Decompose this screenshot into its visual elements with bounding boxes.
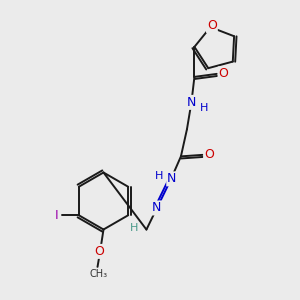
Text: H: H bbox=[200, 103, 208, 113]
Text: N: N bbox=[187, 96, 196, 109]
Text: I: I bbox=[55, 209, 58, 222]
Text: H: H bbox=[130, 223, 139, 233]
Text: O: O bbox=[204, 148, 214, 161]
Text: N: N bbox=[167, 172, 177, 185]
Text: O: O bbox=[95, 245, 104, 258]
Text: CH₃: CH₃ bbox=[90, 268, 108, 279]
Text: O: O bbox=[219, 68, 229, 80]
Text: O: O bbox=[207, 19, 217, 32]
Text: N: N bbox=[152, 202, 162, 214]
Text: H: H bbox=[155, 171, 163, 181]
